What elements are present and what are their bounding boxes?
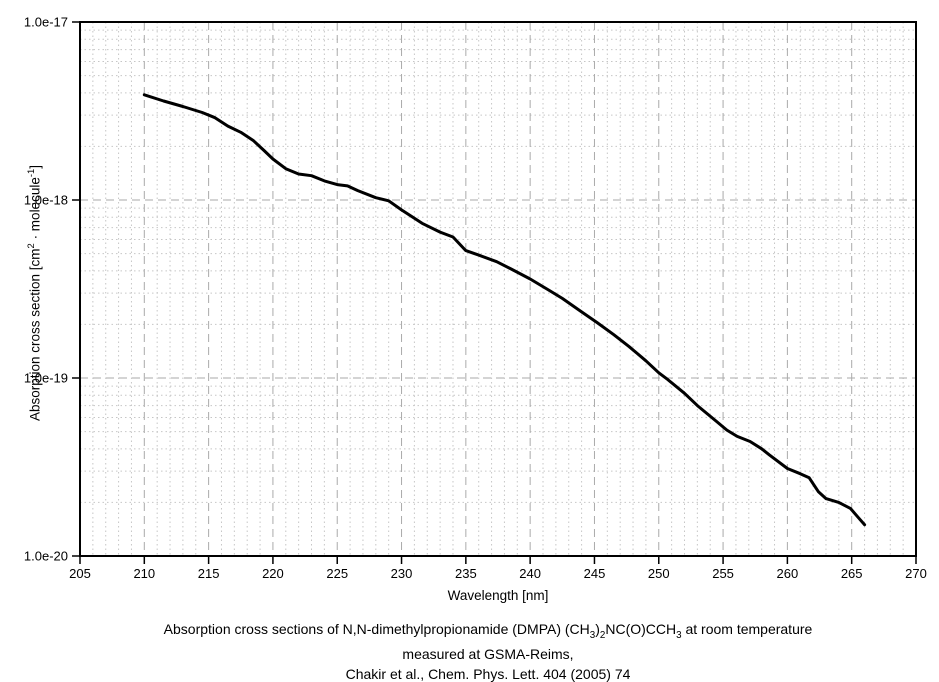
plot-border xyxy=(79,21,917,557)
x-tick-label: 250 xyxy=(648,566,670,581)
y-tick-label: 1.0e-20 xyxy=(24,549,68,564)
y-tick-label: 1.0e-19 xyxy=(24,371,68,386)
x-tick-label: 260 xyxy=(777,566,799,581)
x-tick-label: 230 xyxy=(391,566,413,581)
x-tick-label: 265 xyxy=(841,566,863,581)
caption-line-3: Chakir et al., Chem. Phys. Lett. 404 (20… xyxy=(345,665,631,682)
x-tick-label: 225 xyxy=(326,566,348,581)
curve xyxy=(142,93,867,527)
caption-line-2: measured at GSMA-Reims, xyxy=(402,646,574,663)
x-axis-title: Wavelength [nm] xyxy=(447,588,549,603)
x-tick-label: 240 xyxy=(519,566,541,581)
x-tick-label: 245 xyxy=(584,566,606,581)
figure-caption: Absorption cross sections of N,N-dimethy… xyxy=(37,620,939,682)
y-tick-label: 1.0e-18 xyxy=(24,193,68,208)
x-tick-label: 220 xyxy=(262,566,284,581)
x-tick-label: 210 xyxy=(133,566,155,581)
x-tick-label: 270 xyxy=(905,566,927,581)
y-axis-title: Absorption cross section [cm2 · molecule… xyxy=(25,164,43,422)
x-tick-label: 235 xyxy=(455,566,477,581)
x-tick-label: 215 xyxy=(198,566,220,581)
caption-line-1: Absorption cross sections of N,N-dimethy… xyxy=(163,621,813,641)
x-tick-label: 205 xyxy=(69,566,91,581)
y-tick-label: 1.0e-17 xyxy=(24,15,68,30)
x-tick-label: 255 xyxy=(712,566,734,581)
